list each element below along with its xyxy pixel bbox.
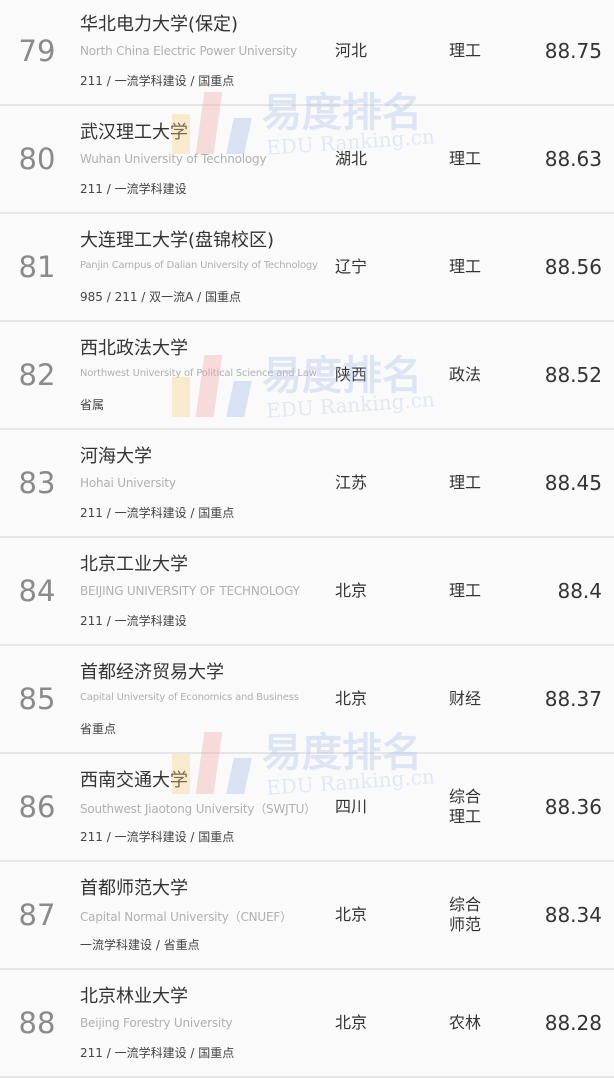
type-label: 综合 师范 bbox=[448, 895, 481, 934]
university-english-name: Northwest University of Political Scienc… bbox=[80, 368, 317, 379]
rank: 82 bbox=[18, 358, 56, 392]
university-english-name: Capital University of Economics and Busi… bbox=[80, 692, 299, 703]
table-row[interactable]: 80 武汉理工大学 Wuhan University of Technology… bbox=[0, 106, 614, 214]
score: 88.36 bbox=[544, 795, 602, 819]
province: 陕西 bbox=[334, 365, 367, 384]
rank: 84 bbox=[18, 574, 56, 608]
university-tags: 211 / 一流学科建设 / 国重点 bbox=[80, 830, 235, 844]
score: 88.34 bbox=[544, 903, 602, 927]
type-label: 理工 bbox=[448, 473, 481, 492]
university-tags: 211 / 一流学科建设 bbox=[80, 614, 187, 628]
university-name[interactable]: 首都经济贸易大学 bbox=[80, 662, 224, 683]
university-tags: 省属 bbox=[80, 398, 105, 412]
rank: 81 bbox=[18, 250, 56, 284]
province: 北京 bbox=[334, 1013, 367, 1032]
university-type: 财经 bbox=[440, 646, 490, 752]
type-label: 理工 bbox=[448, 149, 481, 168]
university-tags: 211 / 一流学科建设 / 国重点 bbox=[80, 1046, 235, 1060]
score: 88.75 bbox=[544, 39, 602, 63]
table-row[interactable]: 79 华北电力大学(保定) North China Electric Power… bbox=[0, 0, 614, 106]
type-label: 财经 bbox=[448, 689, 481, 708]
university-english-name: Beijing Forestry University bbox=[80, 1016, 233, 1030]
table-row[interactable]: 81 大连理工大学(盘锦校区) Panjin Campus of Dalian … bbox=[0, 214, 614, 322]
university-tags: 211 / 一流学科建设 / 国重点 bbox=[80, 506, 235, 520]
university-type: 综合 师范 bbox=[440, 862, 490, 968]
university-english-name: Southwest Jiaotong University（SWJTU） bbox=[80, 802, 316, 816]
type-label: 理工 bbox=[448, 581, 481, 600]
type-label: 理工 bbox=[448, 257, 481, 276]
table-row[interactable]: 84 北京工业大学 BEIJING UNIVERSITY OF TECHNOLO… bbox=[0, 538, 614, 646]
score: 88.28 bbox=[544, 1011, 602, 1035]
university-name[interactable]: 河海大学 bbox=[80, 446, 152, 467]
university-name[interactable]: 首都师范大学 bbox=[80, 878, 188, 899]
type-label: 理工 bbox=[448, 41, 481, 60]
university-type: 政法 bbox=[440, 322, 490, 428]
university-tags: 985 / 211 / 双一流A / 国重点 bbox=[80, 290, 242, 304]
university-name[interactable]: 华北电力大学(保定) bbox=[80, 14, 239, 35]
university-tags: 一流学科建设 / 省重点 bbox=[80, 938, 200, 952]
rank: 85 bbox=[18, 682, 56, 716]
province: 湖北 bbox=[334, 149, 367, 168]
province: 河北 bbox=[334, 41, 367, 60]
rank: 79 bbox=[18, 34, 56, 68]
province: 辽宁 bbox=[334, 257, 367, 276]
type-label: 综合 理工 bbox=[448, 787, 481, 826]
rank: 83 bbox=[18, 466, 56, 500]
table-row[interactable]: 82 西北政法大学 Northwest University of Politi… bbox=[0, 322, 614, 430]
table-row[interactable]: 87 首都师范大学 Capital Normal University（CNUE… bbox=[0, 862, 614, 970]
university-name[interactable]: 西北政法大学 bbox=[80, 338, 188, 359]
rank: 88 bbox=[18, 1006, 56, 1040]
university-tags: 省重点 bbox=[80, 722, 117, 736]
university-name[interactable]: 西南交通大学 bbox=[80, 770, 188, 791]
university-tags: 211 / 一流学科建设 bbox=[80, 182, 187, 196]
type-label: 农林 bbox=[448, 1013, 481, 1032]
table-row[interactable]: 86 西南交通大学 Southwest Jiaotong University（… bbox=[0, 754, 614, 862]
university-name[interactable]: 大连理工大学(盘锦校区) bbox=[80, 230, 275, 251]
type-label: 政法 bbox=[448, 365, 481, 384]
university-english-name: Hohai University bbox=[80, 476, 176, 490]
university-english-name: BEIJING UNIVERSITY OF TECHNOLOGY bbox=[80, 584, 300, 598]
university-english-name: Wuhan University of Technology bbox=[80, 152, 267, 166]
table-row[interactable]: 88 北京林业大学 Beijing Forestry University 21… bbox=[0, 970, 614, 1078]
score: 88.45 bbox=[544, 471, 602, 495]
university-type: 农林 bbox=[440, 970, 490, 1076]
university-tags: 211 / 一流学科建设 / 国重点 bbox=[80, 74, 235, 88]
table-row[interactable]: 83 河海大学 Hohai University 211 / 一流学科建设 / … bbox=[0, 430, 614, 538]
province: 江苏 bbox=[334, 473, 367, 492]
province: 北京 bbox=[334, 581, 367, 600]
university-name[interactable]: 北京林业大学 bbox=[80, 986, 188, 1007]
university-name[interactable]: 北京工业大学 bbox=[80, 554, 188, 575]
province: 北京 bbox=[334, 905, 367, 924]
university-english-name: Panjin Campus of Dalian University of Te… bbox=[80, 260, 318, 271]
score: 88.56 bbox=[544, 255, 602, 279]
score: 88.37 bbox=[544, 687, 602, 711]
province: 四川 bbox=[334, 797, 367, 816]
table-row[interactable]: 85 首都经济贸易大学 Capital University of Econom… bbox=[0, 646, 614, 754]
rank: 86 bbox=[18, 790, 56, 824]
rank: 87 bbox=[18, 898, 56, 932]
university-english-name: North China Electric Power University bbox=[80, 44, 297, 58]
university-english-name: Capital Normal University（CNUEF） bbox=[80, 910, 292, 924]
score: 88.4 bbox=[557, 579, 602, 603]
university-name[interactable]: 武汉理工大学 bbox=[80, 122, 188, 143]
rank: 80 bbox=[18, 142, 56, 176]
university-type: 理工 bbox=[440, 538, 490, 644]
university-type: 理工 bbox=[440, 106, 490, 212]
score: 88.52 bbox=[544, 363, 602, 387]
score: 88.63 bbox=[544, 147, 602, 171]
university-type: 理工 bbox=[440, 430, 490, 536]
university-type: 理工 bbox=[440, 214, 490, 320]
university-type: 理工 bbox=[440, 0, 490, 104]
university-type: 综合 理工 bbox=[440, 754, 490, 860]
province: 北京 bbox=[334, 689, 367, 708]
